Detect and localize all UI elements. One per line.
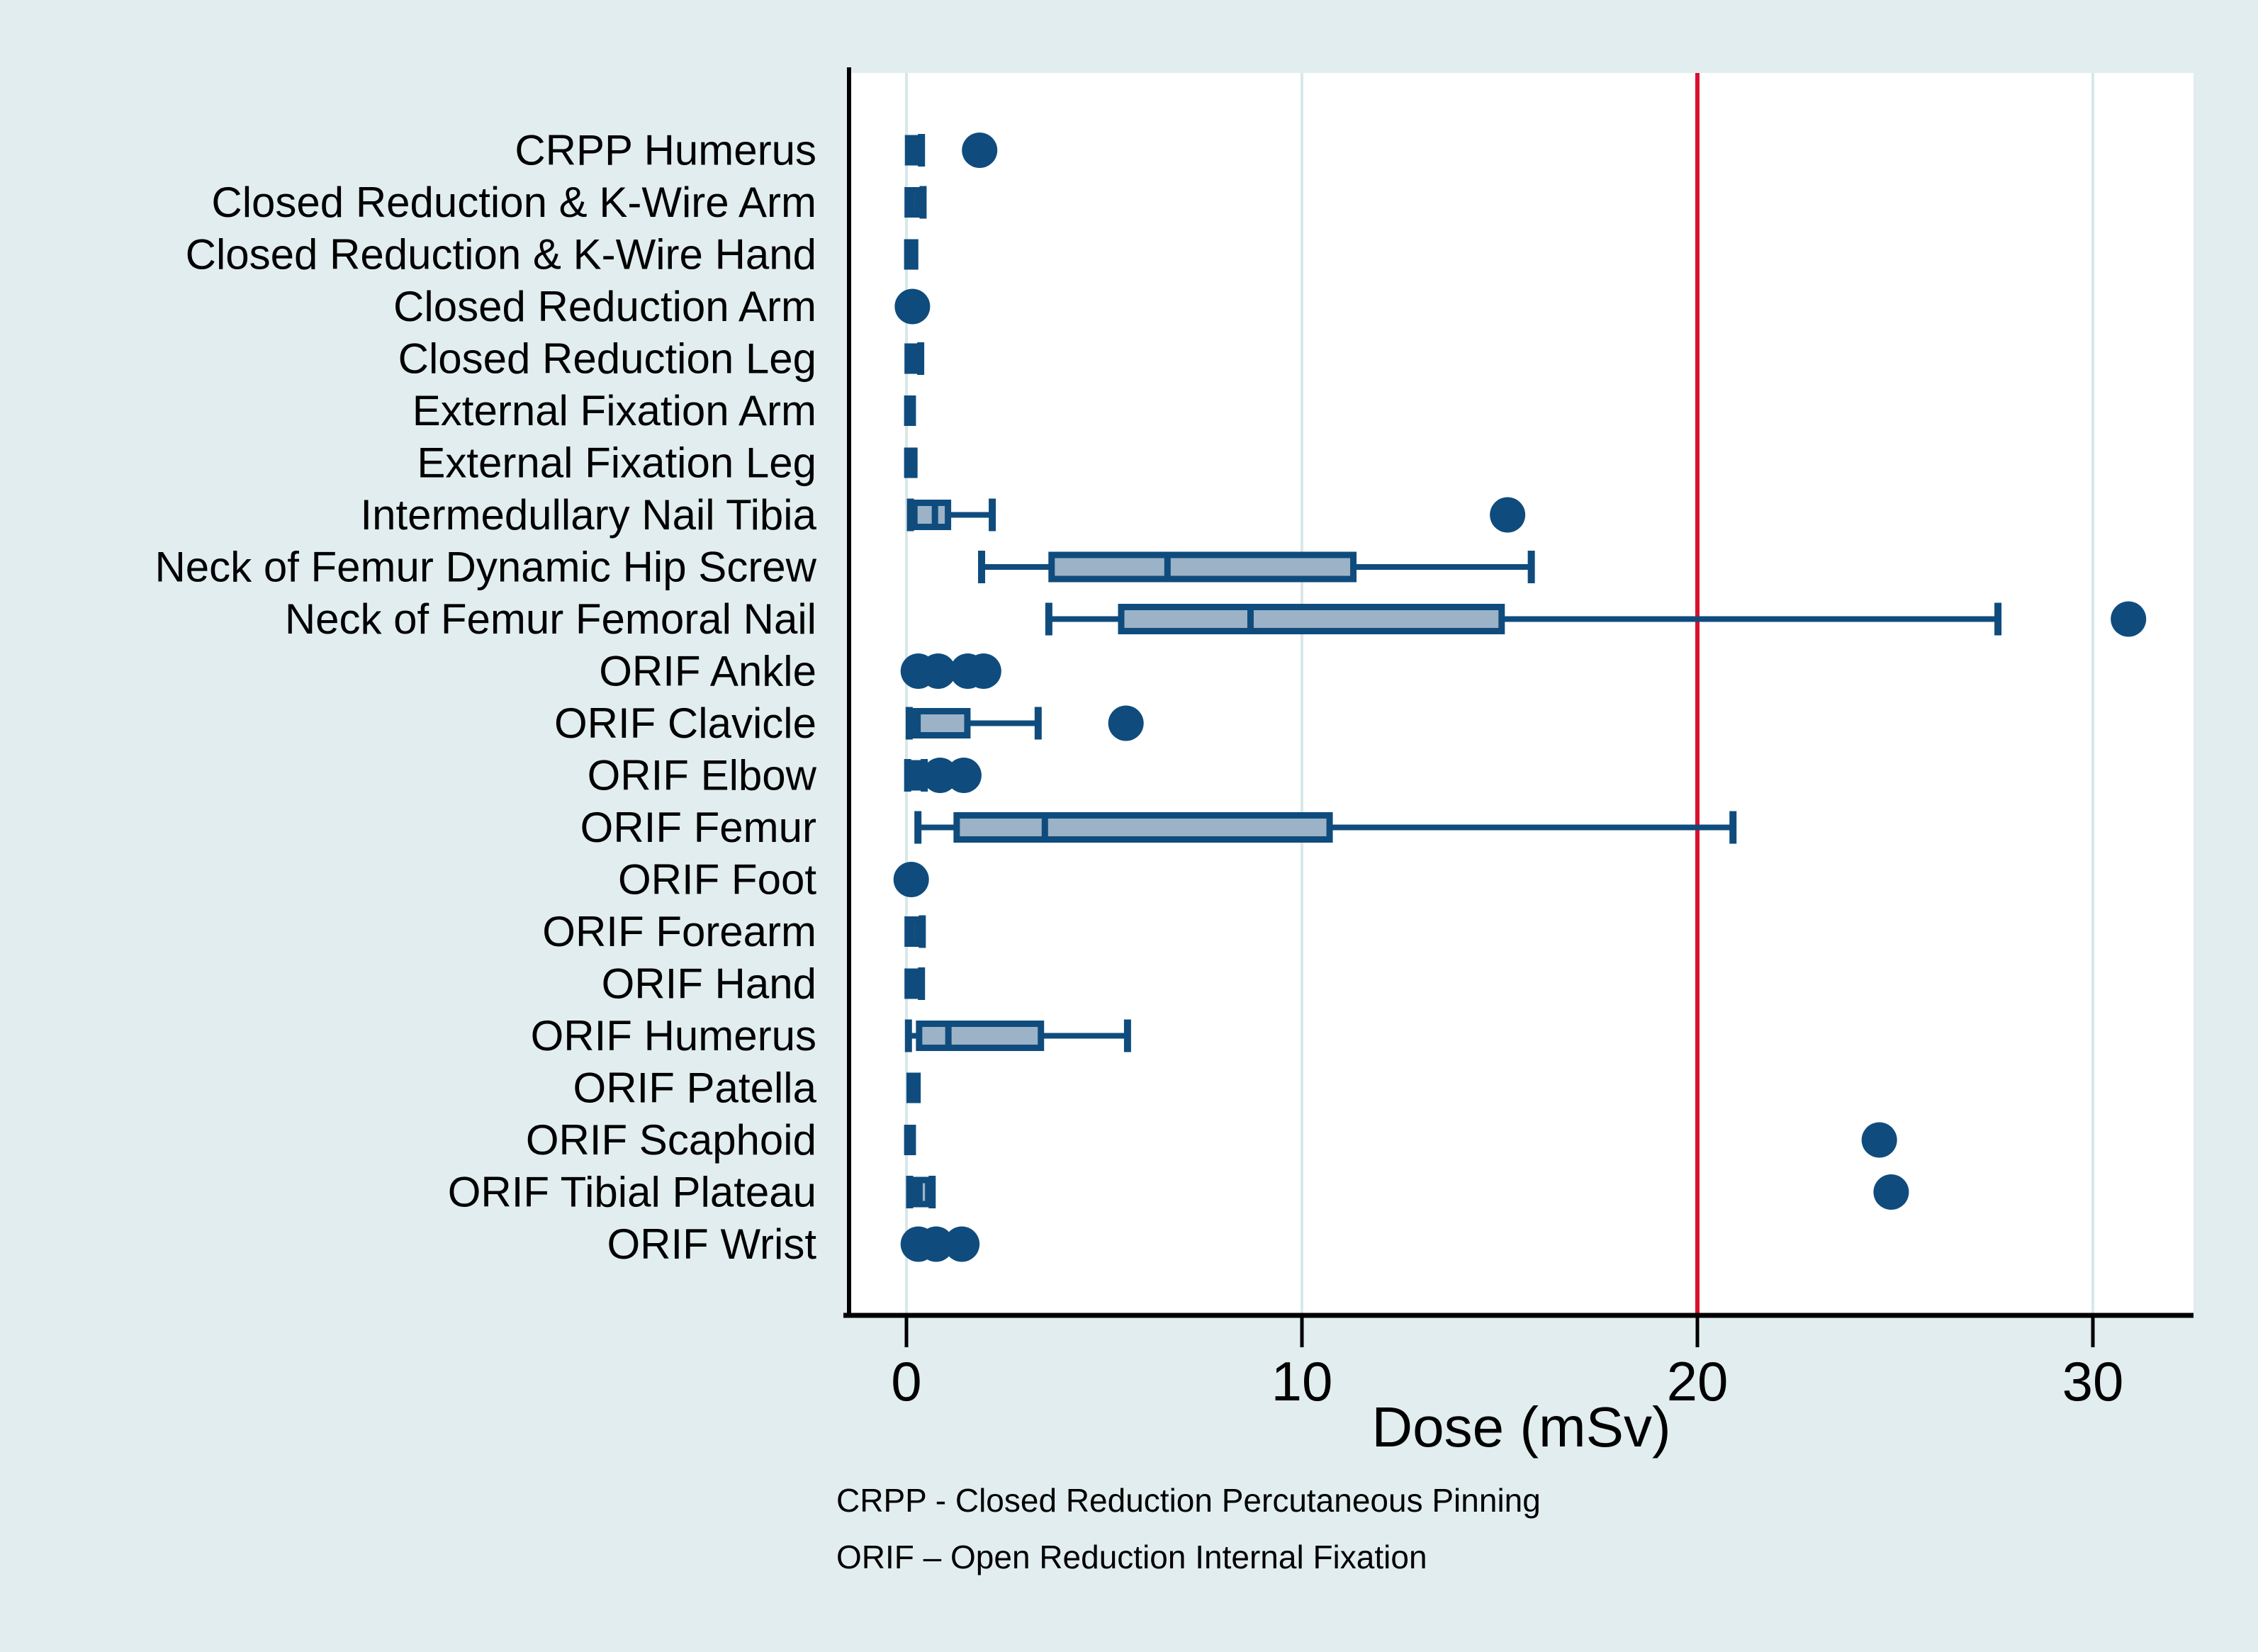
outlier-dot xyxy=(1108,705,1144,741)
outlier-dot xyxy=(962,133,998,168)
category-label: Closed Reduction & K-Wire Hand xyxy=(186,231,816,279)
footnote-crpp: CRPP - Closed Reduction Percutaneous Pin… xyxy=(836,1482,1541,1519)
category-label: ORIF Wrist xyxy=(607,1220,816,1268)
x-tick-label: 30 xyxy=(2062,1350,2124,1412)
iqr-box xyxy=(1048,551,1357,583)
iqr-box xyxy=(953,812,1333,843)
category-label: ORIF Tibial Plateau xyxy=(448,1169,816,1216)
category-label: Closed Reduction Leg xyxy=(398,335,816,383)
category-label: ORIF Foot xyxy=(618,856,816,904)
category-label: ORIF Humerus xyxy=(531,1012,816,1060)
category-label: Closed Reduction & K-Wire Arm xyxy=(211,179,816,226)
category-label: ORIF Forearm xyxy=(542,908,816,955)
outlier-dot xyxy=(1861,1122,1897,1158)
x-tick-label: 10 xyxy=(1271,1350,1333,1412)
category-label: ORIF Patella xyxy=(573,1064,817,1112)
category-label: ORIF Femur xyxy=(580,804,816,851)
category-label: External Fixation Arm xyxy=(412,387,816,434)
category-label: ORIF Clavicle xyxy=(554,699,816,747)
category-label: Closed Reduction Arm xyxy=(393,283,816,330)
outlier-dot xyxy=(965,653,1001,689)
category-label: External Fixation Leg xyxy=(417,439,816,487)
iqr-box xyxy=(916,1021,1045,1051)
x-tick-label: 20 xyxy=(1667,1350,1729,1412)
category-label: CRPP Humerus xyxy=(515,127,816,174)
category-label: ORIF Elbow xyxy=(588,752,817,799)
category-label: Intermedullary Nail Tibia xyxy=(360,491,816,539)
outlier-dot xyxy=(893,862,929,897)
category-label: ORIF Scaphoid xyxy=(526,1116,816,1164)
category-label: ORIF Ankle xyxy=(599,648,816,695)
category-label: Neck of Femur Femoral Nail xyxy=(285,595,816,643)
category-label: Neck of Femur Dynamic Hip Screw xyxy=(155,544,816,591)
outlier-dot xyxy=(2111,601,2147,637)
x-axis-title: Dose (mSv) xyxy=(1371,1395,1671,1459)
iqr-box xyxy=(1118,604,1505,634)
plot-area xyxy=(849,73,2194,1313)
outlier-dot xyxy=(918,1226,954,1262)
footnote-orif: ORIF – Open Reduction Internal Fixation xyxy=(836,1539,1427,1575)
outlier-dot xyxy=(894,288,931,325)
outlier-dot xyxy=(945,758,982,793)
outlier-dot xyxy=(920,653,956,689)
iqr-box xyxy=(911,708,971,738)
x-tick-label: 0 xyxy=(891,1350,921,1412)
outlier-dot xyxy=(944,1226,980,1262)
iqr-box xyxy=(911,500,952,530)
outlier-dot xyxy=(1490,497,1526,533)
category-label: ORIF Hand xyxy=(602,960,816,1008)
outlier-dot xyxy=(1873,1174,1909,1210)
